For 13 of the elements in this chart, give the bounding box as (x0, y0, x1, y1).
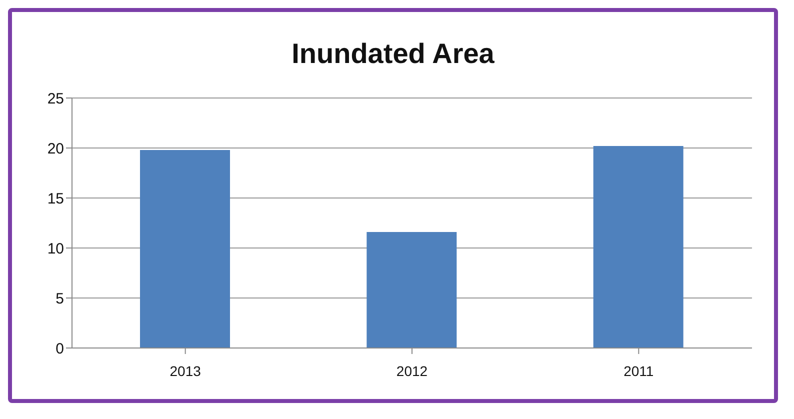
x-tick-label: 2013 (170, 362, 202, 379)
y-tick-label: 25 (47, 90, 64, 108)
bar (593, 146, 684, 348)
chart-title: Inundated Area (290, 38, 496, 71)
y-tick-label: 10 (47, 240, 64, 258)
x-tick-label: 2011 (624, 362, 654, 379)
x-tick-label: 2012 (396, 362, 428, 379)
bar (366, 232, 457, 348)
y-tick-label: 0 (56, 340, 64, 358)
bar (140, 150, 230, 348)
y-tick-label: 20 (47, 140, 64, 158)
y-tick-label: 5 (56, 290, 64, 308)
y-tick-label: 15 (47, 190, 64, 208)
